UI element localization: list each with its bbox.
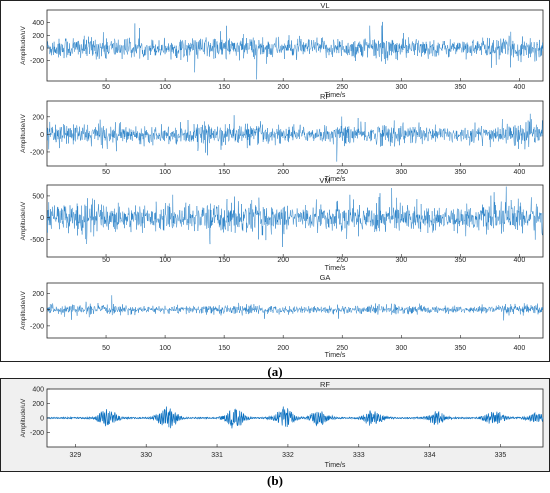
x-axis-label: Time/s bbox=[325, 265, 346, 272]
x-tick-label: 50 bbox=[102, 84, 110, 91]
y-tick-label: -200 bbox=[30, 149, 44, 156]
y-axis-label: Amplitude/uV bbox=[20, 114, 27, 153]
chart-title: VM bbox=[319, 176, 330, 185]
y-axis-label: Amplitude/uV bbox=[20, 291, 27, 330]
x-axis-label: Time/s bbox=[325, 92, 346, 99]
y-tick-label: 200 bbox=[32, 33, 44, 40]
x-tick-label: 100 bbox=[159, 84, 171, 91]
x-tick-label: 350 bbox=[454, 169, 466, 176]
chart-rf: 50 100 150 200 250 300 350 400-2000200RFTime/sA… bbox=[20, 92, 544, 183]
x-tick-label: 329 bbox=[69, 452, 81, 459]
x-tick-label: 400 bbox=[514, 84, 526, 91]
x-tick-label: 300 bbox=[395, 169, 407, 176]
y-tick-label: 0 bbox=[40, 215, 44, 222]
x-tick-label: 400 bbox=[514, 345, 526, 352]
y-tick-label: -200 bbox=[30, 323, 44, 330]
x-tick-label: 350 bbox=[454, 345, 466, 352]
x-tick-label: 333 bbox=[353, 452, 365, 459]
chart-title: RF bbox=[320, 92, 330, 101]
chart-title: RF bbox=[320, 380, 330, 389]
x-tick-label: 100 bbox=[159, 257, 171, 264]
x-tick-label: 200 bbox=[277, 169, 289, 176]
x-axis-label: Time/s bbox=[325, 176, 346, 183]
x-tick-label: 250 bbox=[336, 345, 348, 352]
caption-b: (b) bbox=[267, 473, 283, 488]
signal-line bbox=[46, 113, 544, 162]
y-axis-label: Amplitude/uV bbox=[20, 201, 27, 240]
y-tick-label: 500 bbox=[32, 193, 44, 200]
x-tick-label: 300 bbox=[395, 345, 407, 352]
x-tick-label: 250 bbox=[336, 84, 348, 91]
y-tick-label: 0 bbox=[40, 307, 44, 314]
y-tick-label: -500 bbox=[30, 237, 44, 244]
chart-title: GA bbox=[320, 273, 331, 282]
x-tick-label: 100 bbox=[159, 169, 171, 176]
x-tick-label: 200 bbox=[277, 84, 289, 91]
y-tick-label: 200 bbox=[32, 114, 44, 121]
signal-line bbox=[46, 21, 544, 80]
x-tick-label: 350 bbox=[454, 84, 466, 91]
x-tick-label: 400 bbox=[514, 257, 526, 264]
x-tick-label: 330 bbox=[140, 452, 152, 459]
x-tick-label: 300 bbox=[395, 257, 407, 264]
x-tick-label: 250 bbox=[336, 169, 348, 176]
x-tick-label: 50 bbox=[102, 257, 110, 264]
x-tick-label: 334 bbox=[424, 452, 436, 459]
chart-title: VL bbox=[320, 1, 329, 10]
chart-vl: 50 100 150 200 250 300 350 400 -200 0 200 400 VL Time… bbox=[20, 1, 544, 99]
x-tick-label: 150 bbox=[218, 84, 230, 91]
y-tick-label: 0 bbox=[40, 132, 44, 139]
x-tick-label: 332 bbox=[282, 452, 294, 459]
x-axis-label: Time/s bbox=[325, 352, 346, 359]
x-tick-label: 331 bbox=[211, 452, 223, 459]
y-axis-label: Amplitude/uV bbox=[20, 26, 27, 65]
plot-area bbox=[46, 184, 544, 258]
x-tick-label: 400 bbox=[514, 169, 526, 176]
x-tick-label: 300 bbox=[395, 84, 407, 91]
x-tick-label: 250 bbox=[336, 257, 348, 264]
x-tick-label: 50 bbox=[102, 345, 110, 352]
y-tick-label: 200 bbox=[32, 291, 44, 298]
caption-a: (a) bbox=[267, 364, 283, 379]
x-tick-label: 50 bbox=[102, 169, 110, 176]
x-tick-label: 150 bbox=[218, 169, 230, 176]
x-tick-label: 150 bbox=[218, 257, 230, 264]
chart-ga: 50 100 150 200 250 300 350 400 -200 0 200 GA Time/s A… bbox=[20, 273, 544, 359]
x-tick-label: 350 bbox=[454, 257, 466, 264]
x-tick-label: 335 bbox=[495, 452, 507, 459]
signal-line bbox=[46, 295, 544, 321]
y-tick-label: 200 bbox=[32, 401, 44, 408]
chart-rf-zoom: 329 330 331 332 333 334 335 -200 0 200 400 RF Time/s… bbox=[20, 380, 544, 469]
y-tick-label: 400 bbox=[32, 387, 44, 394]
x-tick-label: 200 bbox=[277, 257, 289, 264]
y-tick-label: 400 bbox=[32, 20, 44, 27]
signal-line bbox=[46, 186, 544, 248]
y-tick-label: -200 bbox=[30, 430, 44, 437]
chart-vm: 50 100 150 200 250 300 350 400-5000500VMTime/sA… bbox=[20, 176, 544, 272]
y-axis-label: Amplitude/uV bbox=[20, 398, 27, 437]
x-tick-label: 150 bbox=[218, 345, 230, 352]
y-tick-label: 0 bbox=[40, 416, 44, 423]
y-tick-label: -200 bbox=[30, 58, 44, 65]
x-axis-label: Time/s bbox=[325, 462, 346, 469]
x-tick-label: 200 bbox=[277, 345, 289, 352]
y-tick-label: 0 bbox=[40, 46, 44, 53]
signal-line bbox=[46, 406, 544, 429]
x-tick-label: 100 bbox=[159, 345, 171, 352]
